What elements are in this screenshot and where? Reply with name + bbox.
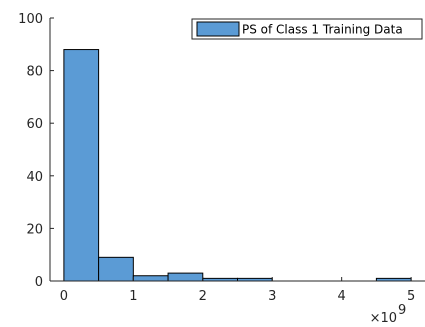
x-tick-label: 2 — [199, 289, 207, 304]
legend: PS of Class 1 Training Data — [191, 18, 423, 40]
histogram-bar — [132, 275, 169, 282]
y-tick-label: 100 — [18, 12, 43, 27]
y-tick-label: 60 — [26, 117, 43, 132]
x-scale-exponent-label: ×10 — [370, 311, 397, 326]
y-tick-label: 40 — [26, 170, 43, 185]
y-tick-label: 80 — [26, 65, 43, 80]
histogram-bar — [167, 272, 204, 282]
axes-group — [49, 18, 425, 282]
x-tick-label: 1 — [129, 289, 137, 304]
y-tick-label: 20 — [26, 222, 43, 237]
x-scale-exponent-power: 9 — [398, 303, 406, 318]
x-tick-label: 0 — [60, 289, 68, 304]
histogram-bar — [63, 49, 100, 282]
x-tick-label: 3 — [268, 289, 276, 304]
x-tick-label: 4 — [338, 289, 346, 304]
x-tick-label: 5 — [407, 289, 415, 304]
y-tick-label: 0 — [35, 275, 43, 290]
legend-box — [191, 18, 423, 40]
legend-swatch — [196, 21, 240, 37]
y-ticks-group: 0 20 40 60 80 100 — [18, 12, 54, 290]
x-ticks-group: 0 1 2 3 4 5 — [60, 277, 415, 304]
histogram-bar — [98, 256, 134, 282]
bars-group — [63, 49, 412, 282]
legend-label: PS of Class 1 Training Data — [242, 23, 403, 37]
